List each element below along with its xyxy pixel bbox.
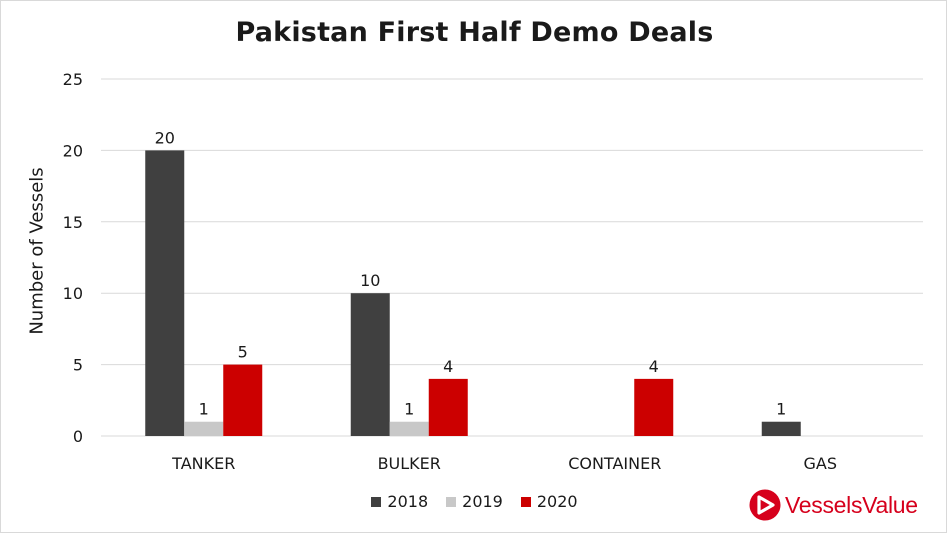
- bar-bulker-2020: [428, 378, 468, 436]
- legend-item-2018: 2018: [371, 492, 428, 511]
- legend-item-2020: 2020: [520, 492, 578, 511]
- x-tick-label: BULKER: [378, 454, 441, 473]
- data-label-gas-2018: 1: [776, 400, 786, 419]
- y-tick-label: 20: [63, 141, 83, 160]
- legend: 2018 2019 2020: [1, 492, 947, 511]
- legend-label: 2018: [387, 492, 429, 511]
- legend-swatch: [520, 496, 531, 507]
- bar-bulker-2019: [389, 421, 429, 436]
- bar-tanker-2018: [145, 150, 185, 436]
- data-label-tanker-2020: 5: [238, 343, 248, 362]
- bar-tanker-2020: [223, 364, 263, 436]
- legend-swatch: [371, 496, 382, 507]
- y-tick-label: 25: [63, 70, 83, 89]
- y-tick-label: 15: [63, 213, 83, 232]
- legend-swatch: [446, 496, 457, 507]
- legend-label: 2020: [536, 492, 578, 511]
- y-tick-label: 0: [73, 427, 83, 446]
- vesselsvalue-logo: VesselsValue: [749, 489, 918, 521]
- data-label-tanker-2018: 20: [155, 128, 175, 147]
- legend-item-2019: 2019: [446, 492, 503, 511]
- y-tick-label: 5: [73, 356, 83, 375]
- y-tick-labels: 0 5 10 15 20 25: [63, 70, 83, 446]
- y-tick-label: 10: [63, 284, 83, 303]
- data-label-bulker-2019: 1: [404, 400, 414, 419]
- legend-label: 2019: [462, 492, 503, 511]
- chart-title: Pakistan First Half Demo Deals: [235, 17, 714, 48]
- x-tick-labels: TANKER BULKER CONTAINER GAS: [171, 454, 837, 473]
- data-label-bulker-2020: 4: [443, 357, 453, 376]
- data-label-tanker-2019: 1: [199, 400, 209, 419]
- bar-gas-2018: [761, 421, 801, 436]
- x-tick-label: GAS: [804, 454, 838, 473]
- bar-container-2020: [634, 378, 674, 436]
- bar-tanker-2019: [184, 421, 224, 436]
- y-axis-label: Number of Vessels: [26, 167, 48, 335]
- vesselsvalue-triangle-logo-icon: [749, 489, 781, 521]
- x-tick-label: TANKER: [171, 454, 235, 473]
- x-tick-label: CONTAINER: [568, 454, 661, 473]
- data-label-container-2020: 4: [649, 357, 659, 376]
- logo-text: VesselsValue: [785, 491, 918, 518]
- bar-bulker-2018: [350, 293, 390, 436]
- data-label-bulker-2018: 10: [360, 271, 380, 290]
